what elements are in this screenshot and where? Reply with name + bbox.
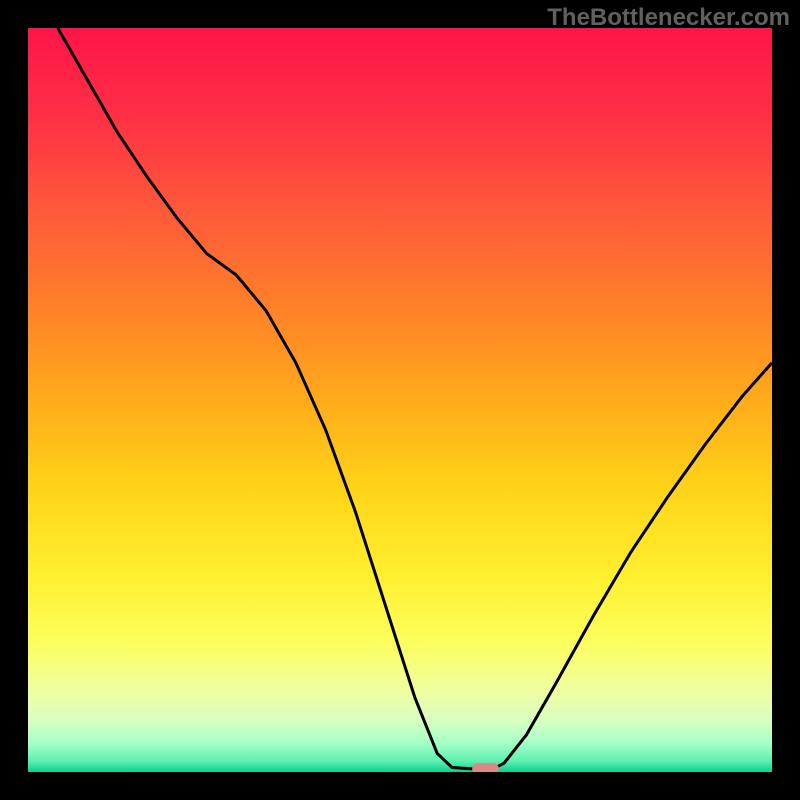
watermark-text: TheBottlenecker.com [547, 4, 790, 32]
chart-container: TheBottlenecker.com [0, 0, 800, 800]
bottleneck-chart [0, 0, 800, 800]
gradient-background [28, 28, 772, 772]
optimal-marker [472, 763, 499, 775]
